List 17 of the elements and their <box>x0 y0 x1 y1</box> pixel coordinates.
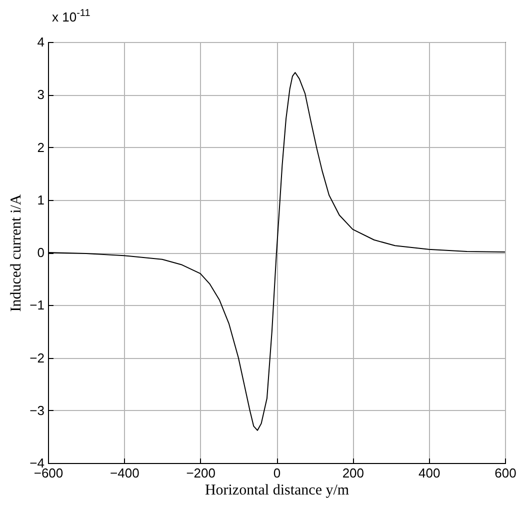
y-tick-label: −2 <box>30 350 44 366</box>
y-tick-label: 4 <box>37 34 44 50</box>
text: x 10$^{-11}$ <box>52 8 90 24</box>
x-tick-label: 400 <box>418 466 440 480</box>
y-tick-label: 0 <box>37 245 44 260</box>
x-tick-label: 200 <box>342 466 364 480</box>
x-axis-title: Horizontal distance y/m <box>204 482 350 498</box>
x-tick-label: 600 <box>494 466 516 480</box>
y-tick-label: 3 <box>37 87 44 102</box>
y-tick-label: 2 <box>37 140 44 155</box>
y-tick-label: 1 <box>37 192 44 208</box>
y-axis-title: Induced current i/A <box>8 194 25 312</box>
x-tick-label: −200 <box>186 466 216 480</box>
x-tick-label: 0 <box>273 466 281 480</box>
y-tick-label: −3 <box>30 402 44 418</box>
y-tick-label: −1 <box>30 298 44 313</box>
x-tick-label: −400 <box>110 466 140 480</box>
